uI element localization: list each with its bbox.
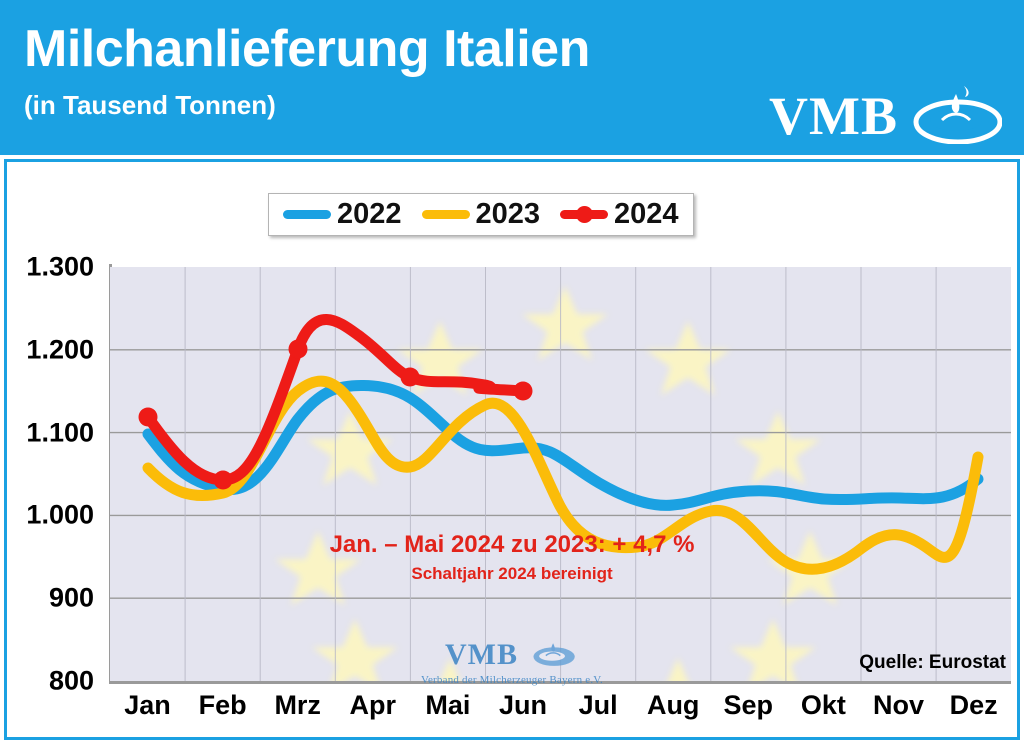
y-tick-1300: 1.300 bbox=[26, 251, 94, 282]
plot-area bbox=[110, 267, 1011, 681]
y-tick-1000: 1.000 bbox=[26, 499, 94, 530]
vmb-logo: VMB bbox=[769, 82, 1003, 149]
vmb-watermark: VMB Verband der Milcherzeuger Bayern e.V… bbox=[421, 636, 603, 686]
x-tick-jul: Jul bbox=[578, 690, 618, 720]
legend-label-2024: 2024 bbox=[614, 198, 679, 230]
y-axis-labels: 1.300 1.200 1.100 1.000 900 800 bbox=[0, 253, 102, 694]
x-tick-aug: Aug bbox=[646, 690, 700, 720]
series-line-2022 bbox=[142, 379, 984, 511]
legend-swatch-2022 bbox=[283, 210, 331, 219]
legend-item-2024[interactable]: 2024 bbox=[560, 200, 679, 229]
legend-swatch-2024 bbox=[560, 206, 609, 223]
page-title: Milchanlieferung Italien bbox=[24, 20, 590, 78]
series-markers-2024 bbox=[138, 339, 533, 490]
page-header: Milchanlieferung Italien (in Tausend Ton… bbox=[0, 0, 1024, 155]
x-tick-mai: Mai bbox=[425, 690, 471, 720]
category-separators bbox=[184, 267, 937, 681]
x-tick-okt: Okt bbox=[800, 690, 846, 720]
annotation-sub: Schaltjahr 2024 bereinigt bbox=[411, 564, 613, 583]
x-tick-jun: Jun bbox=[498, 690, 548, 720]
plot-svg bbox=[110, 267, 1011, 681]
page-subtitle: (in Tausend Tonnen) bbox=[24, 90, 276, 120]
vmb-watermark-subtitle: Verband der Milcherzeuger Bayern e.V. bbox=[421, 674, 603, 686]
y-tick-1100: 1.100 bbox=[26, 417, 94, 448]
x-tick-mrz: Mrz bbox=[274, 690, 321, 720]
y-tick-1200: 1.200 bbox=[26, 334, 94, 365]
source-label: Quelle: Eurostat bbox=[859, 652, 1006, 673]
x-axis-labels: Jan Feb Mrz Apr Mai Jun Jul Aug Sep Okt … bbox=[110, 692, 1011, 732]
x-tick-apr: Apr bbox=[349, 690, 397, 720]
x-tick-dez: Dez bbox=[949, 690, 998, 720]
vmb-watermark-text: VMB bbox=[445, 637, 518, 671]
legend-item-2023[interactable]: 2023 bbox=[421, 198, 541, 230]
x-tick-jan: Jan bbox=[124, 690, 171, 720]
y-tick-800: 800 bbox=[48, 665, 94, 696]
legend-label-2023: 2023 bbox=[475, 198, 541, 230]
x-tick-feb: Feb bbox=[198, 690, 247, 720]
milk-drop-icon bbox=[906, 82, 1003, 149]
x-axis-line bbox=[109, 681, 1011, 684]
chart-legend: 2022 2023 2024 bbox=[268, 193, 694, 236]
eu-stars-watermark bbox=[275, 286, 853, 681]
milk-drop-watermark-icon bbox=[525, 636, 579, 673]
x-tick-nov: Nov bbox=[872, 690, 925, 720]
vmb-logo-text: VMB bbox=[769, 85, 898, 146]
annotation-main: Jan. – Mai 2024 zu 2023: + 4,7 % bbox=[329, 531, 695, 558]
x-tick-sep: Sep bbox=[723, 690, 774, 720]
legend-label-2022: 2022 bbox=[337, 198, 402, 230]
legend-item-2022[interactable]: 2022 bbox=[283, 200, 402, 229]
series-line-2023 bbox=[142, 375, 984, 575]
legend-swatch-2023 bbox=[421, 210, 470, 219]
y-tick-900: 900 bbox=[48, 582, 94, 613]
